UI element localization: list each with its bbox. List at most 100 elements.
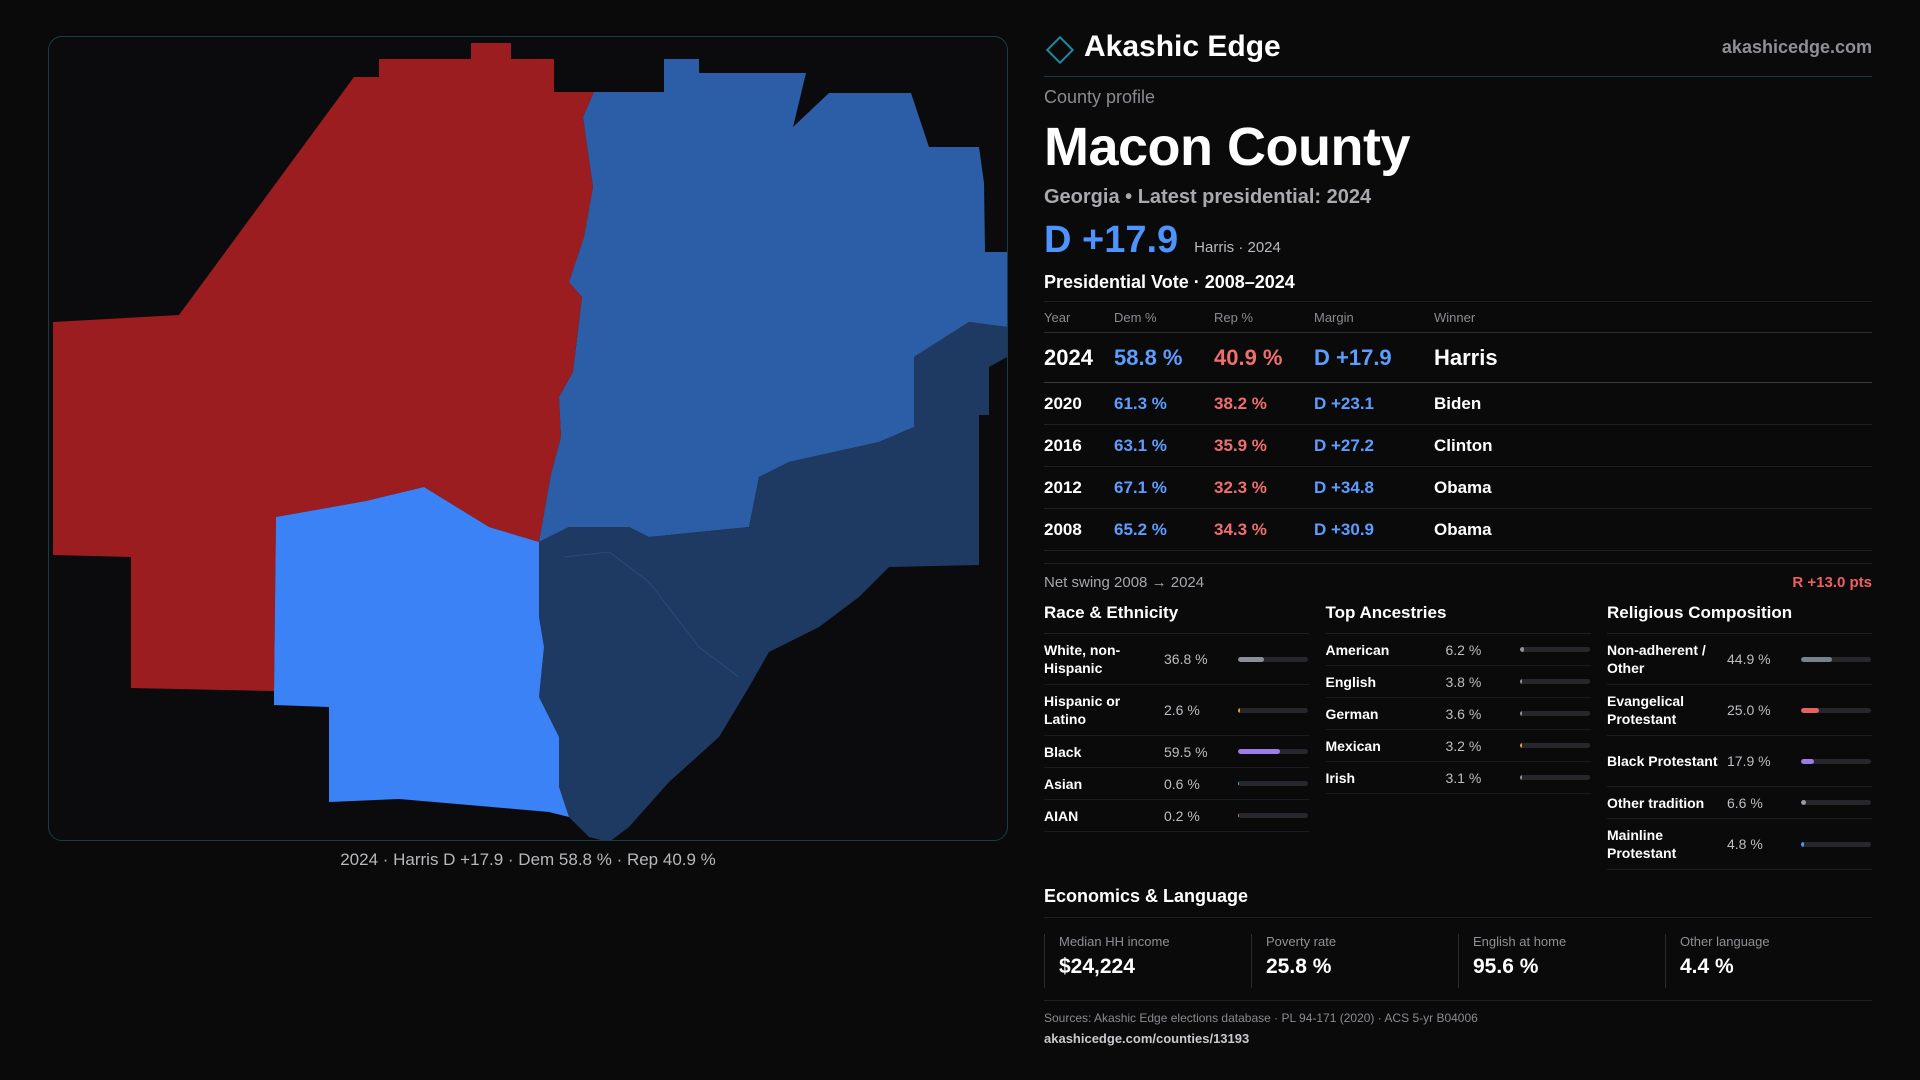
item-bar (1801, 656, 1871, 662)
row-winner: Harris (1434, 344, 1498, 370)
row-rep: 32.3 % (1214, 477, 1267, 497)
stat-value: 25.8 % (1266, 955, 1332, 978)
row-winner: Biden (1434, 393, 1482, 413)
row-rep: 40.9 % (1214, 344, 1283, 370)
item-bar-fill (1801, 656, 1833, 662)
sources: Sources: Akashic Edge elections database… (1044, 1000, 1872, 1046)
item-bar (1801, 707, 1871, 713)
row-dem: 67.1 % (1114, 477, 1167, 497)
item-bar-fill (1519, 743, 1522, 748)
item-bar-fill (1519, 775, 1522, 780)
stat-label: Poverty rate (1266, 934, 1337, 949)
row-dem: 58.8 % (1114, 344, 1183, 370)
stat-other-language: Other language 4.4 % (1665, 934, 1872, 988)
swing-value: R +13.0 pts (1792, 574, 1872, 591)
item-value: 6.2 % (1445, 641, 1482, 658)
col-winner: Winner (1434, 309, 1476, 325)
economics-title: Economics & Language (1044, 886, 1872, 918)
vote-table-header: Year Dem % Rep % Margin Winner (1044, 302, 1872, 333)
item-bar (1519, 743, 1590, 748)
row-winner: Clinton (1434, 435, 1493, 455)
item-value: 17.9 % (1727, 753, 1771, 769)
item-bar (1238, 707, 1308, 713)
race-title: Race & Ethnicity (1044, 603, 1309, 634)
row-margin: D +27.2 (1314, 435, 1375, 455)
brand-url-link[interactable]: akashicedge.com (1721, 36, 1872, 57)
brand-name: Akashic Edge (1084, 30, 1281, 63)
row-rep: 38.2 % (1214, 393, 1267, 413)
race-ethnicity-panel: Race & Ethnicity White, non-Hispanic 36.… (1044, 603, 1309, 870)
item-label: White, non-Hispanic (1044, 642, 1121, 676)
page-title: Macon County (1044, 117, 1411, 177)
item-value: 44.9 % (1727, 651, 1771, 667)
item-bar-fill (1801, 758, 1814, 764)
item-bar-fill (1801, 800, 1806, 805)
item-bar-fill (1238, 749, 1280, 754)
margin-note: Harris · 2024 (1194, 239, 1281, 256)
stat-median-income: Median HH income $24,224 (1044, 934, 1251, 988)
item-bar-fill (1801, 707, 1819, 713)
item-label: Evangelical Protestant (1607, 693, 1685, 727)
col-rep: Rep % (1214, 309, 1254, 325)
row-year: 2024 (1044, 344, 1093, 370)
item-label: Other tradition (1607, 794, 1705, 811)
item-label: Black Protestant (1607, 753, 1718, 769)
item-bar (1801, 800, 1871, 805)
map-precinct-north[interactable] (539, 59, 1007, 542)
item-label: Irish (1325, 769, 1356, 786)
item-bar (1801, 841, 1871, 847)
item-value: 3.1 % (1445, 769, 1482, 786)
item-bar (1519, 775, 1590, 780)
item-bar (1519, 647, 1590, 652)
item-label: American (1325, 641, 1390, 658)
item-label: English (1325, 673, 1377, 690)
col-margin: Margin (1314, 309, 1354, 325)
row-year: 2016 (1044, 435, 1082, 455)
sources-url-link[interactable]: akashicedge.com/counties/13193 (1044, 1031, 1250, 1046)
map-precinct-east[interactable] (539, 322, 1007, 841)
row-rep: 34.3 % (1214, 519, 1267, 539)
list-item: English 3.8 % (1325, 666, 1591, 698)
item-bar (1238, 749, 1308, 754)
item-bar-fill (1238, 656, 1264, 662)
county-map[interactable] (48, 36, 1008, 841)
map-precinct-southwest[interactable] (274, 487, 569, 817)
religion-panel: Religious Composition Non-adherent / Oth… (1607, 603, 1872, 870)
row-year: 2008 (1044, 519, 1082, 539)
map-caption: 2024 · Harris D +17.9 · Dem 58.8 % · Rep… (340, 850, 716, 869)
item-bar-fill (1238, 781, 1240, 786)
item-label: Hispanic or Latino (1044, 693, 1121, 727)
item-label: Mexican (1325, 737, 1381, 754)
county-subtitle: Georgia • Latest presidential: 2024 (1044, 186, 1372, 208)
row-margin: D +34.8 (1314, 477, 1375, 497)
row-winner: Obama (1434, 519, 1492, 539)
list-item: Hispanic or Latino 2.6 % (1044, 685, 1309, 736)
economics-stats: Median HH income $24,224 Poverty rate 25… (1044, 934, 1872, 988)
religion-title: Religious Composition (1607, 603, 1872, 634)
row-margin: D +23.1 (1314, 393, 1375, 413)
list-item: Black 59.5 % (1044, 736, 1309, 768)
profile-panel: Akashic Edge akashicedge.com County prof… (1044, 30, 1872, 1046)
item-value: 0.6 % (1164, 775, 1200, 792)
map-precinct-west[interactable] (53, 43, 594, 691)
table-row: 2016 63.1 % 35.9 % D +27.2 Clinton (1044, 425, 1872, 467)
stat-value: 4.4 % (1680, 955, 1734, 978)
stat-value: 95.6 % (1473, 955, 1539, 978)
item-value: 6.6 % (1727, 794, 1763, 811)
item-bar (1238, 656, 1308, 662)
list-item: German 3.6 % (1325, 698, 1591, 730)
item-value: 3.6 % (1445, 705, 1482, 722)
col-dem: Dem % (1114, 309, 1157, 325)
profile-kicker: County profile (1044, 87, 1156, 107)
list-item: Black Protestant 17.9 % (1607, 736, 1872, 787)
list-item: Non-adherent / Other 44.9 % (1607, 634, 1872, 685)
vote-table-title: Presidential Vote · 2008–2024 (1044, 272, 1872, 302)
item-value: 4.8 % (1727, 836, 1763, 852)
county-map-svg[interactable] (49, 37, 1008, 841)
table-row: 2024 58.8 % 40.9 % D +17.9 Harris (1044, 333, 1872, 383)
list-item: Other tradition 6.6 % (1607, 787, 1872, 819)
item-value: 3.8 % (1445, 673, 1482, 690)
list-item: American 6.2 % (1325, 634, 1591, 666)
item-value: 0.2 % (1164, 807, 1200, 824)
item-bar (1238, 781, 1308, 786)
